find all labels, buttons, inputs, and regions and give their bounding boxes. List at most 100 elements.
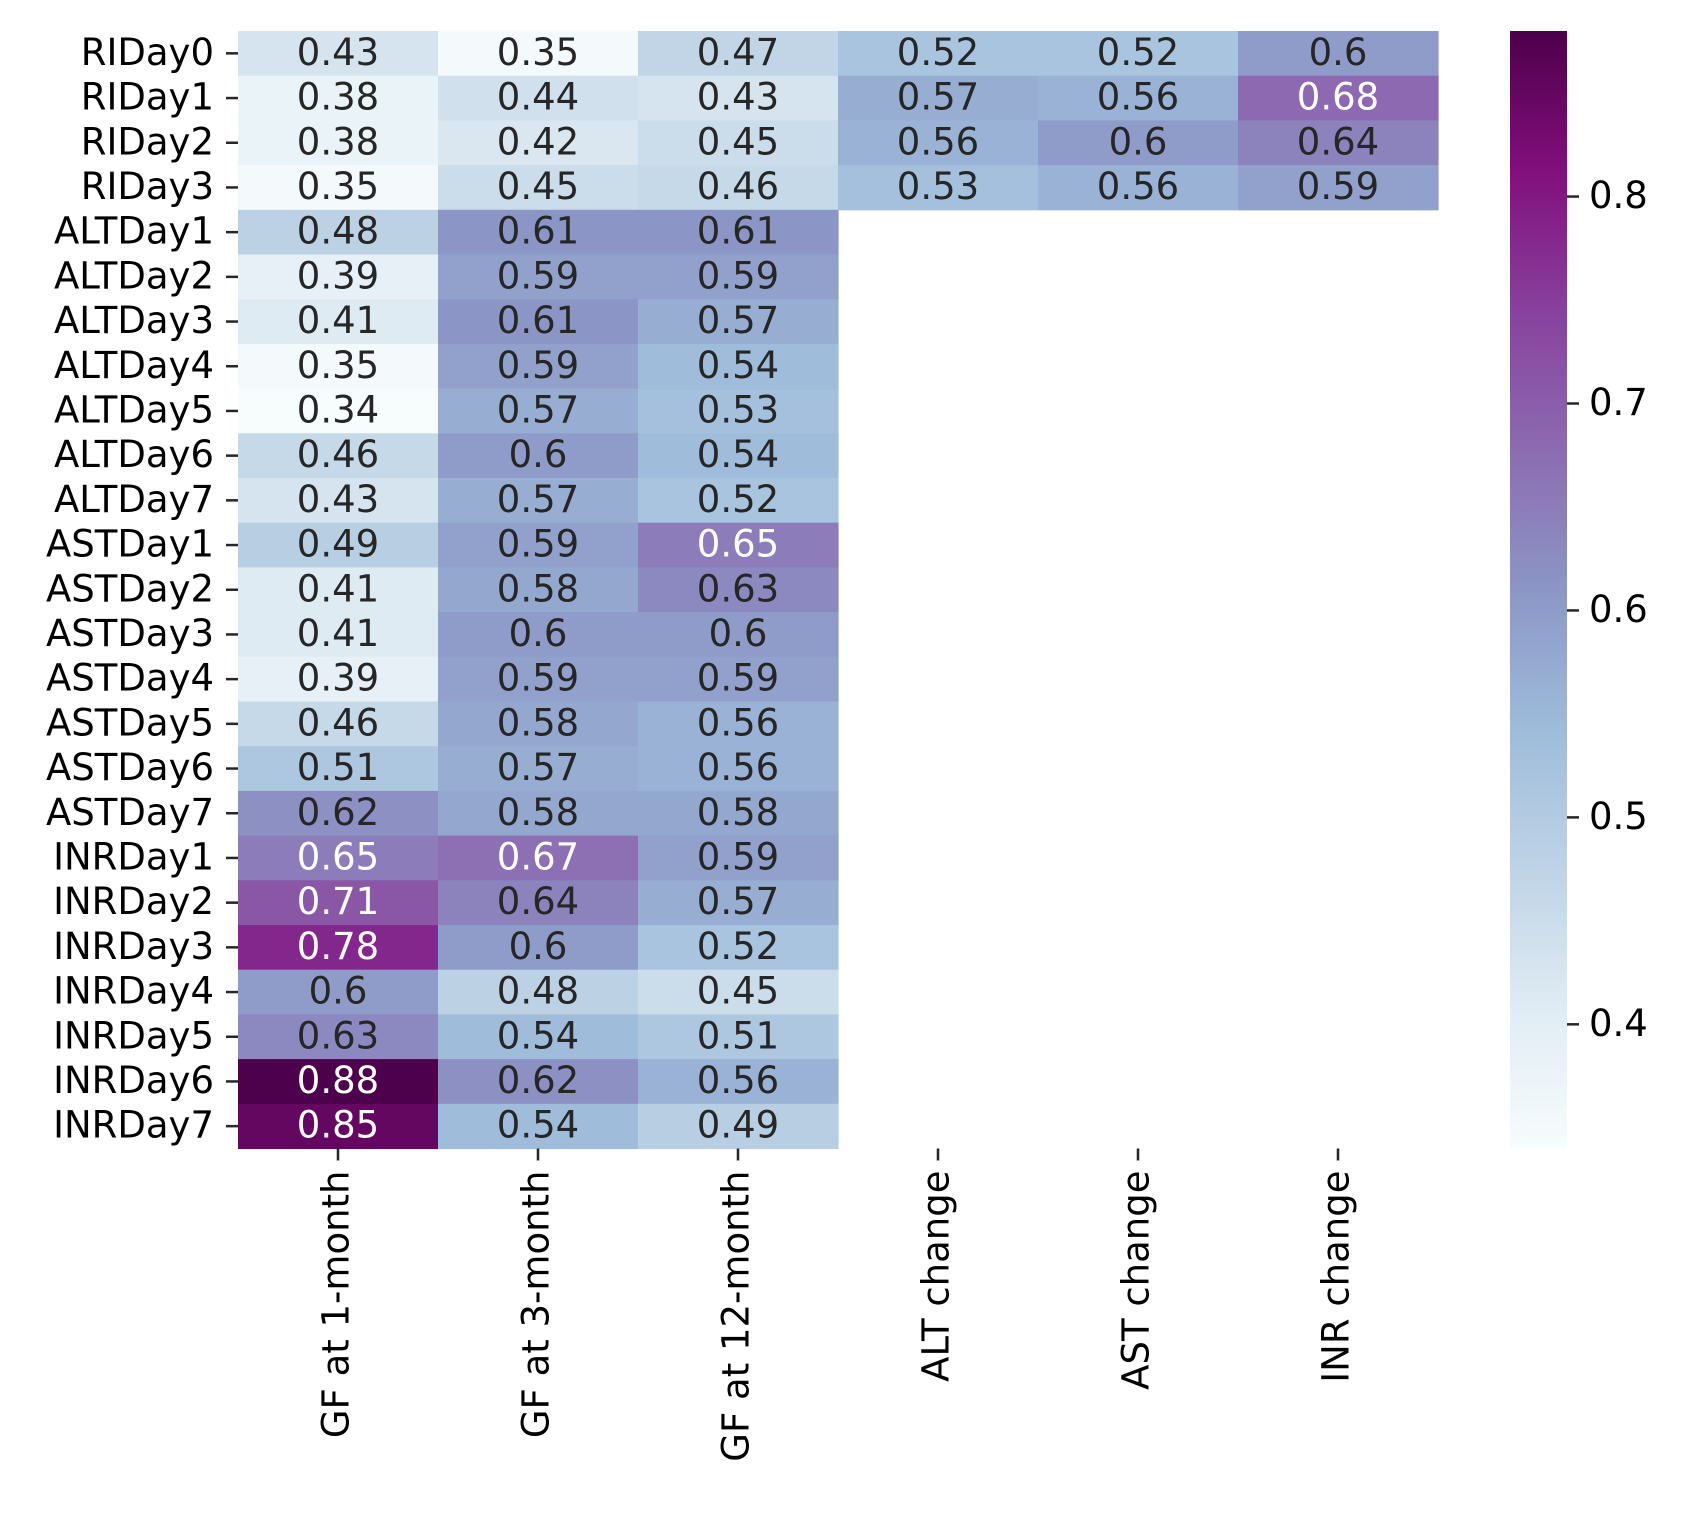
cell-value-label: 0.54 (497, 1014, 579, 1057)
y-tick-label: RIDay2 (81, 120, 214, 163)
cell-value-label: 0.46 (297, 433, 379, 476)
heatmap-cell (238, 835, 439, 881)
cell-value-label: 0.58 (497, 791, 579, 834)
heatmap-cell (1038, 165, 1239, 211)
y-tick-label: ALTDay6 (54, 433, 214, 476)
colorbar: 0.4 0.5 0.6 0.7 0.8 (1510, 31, 1648, 1149)
y-tick-label: RIDay1 (81, 76, 214, 119)
heatmap-cell (638, 254, 839, 300)
heatmap-cell (1238, 165, 1439, 211)
heatmap-cell (438, 1103, 639, 1150)
y-tick-label: ALTDay5 (54, 388, 214, 431)
heatmap-cell (238, 75, 439, 121)
y-tick-label: INRDay1 (53, 835, 214, 878)
y-tick-label: ASTDay2 (46, 567, 214, 610)
cell-value-label: 0.6 (709, 612, 768, 655)
heatmap-cell (238, 790, 439, 837)
heatmap-cell (438, 165, 639, 211)
heatmap-cell (438, 478, 639, 524)
heatmap-cell (238, 1059, 439, 1105)
heatmap-cell (238, 343, 439, 390)
cell-value-label: 0.41 (297, 612, 379, 655)
cell-value-label: 0.68 (1297, 76, 1379, 119)
heatmap-cell (438, 746, 639, 792)
cell-value-label: 0.6 (1309, 31, 1368, 74)
y-tick-label: ASTDay6 (46, 746, 214, 789)
heatmap-cell (838, 165, 1039, 211)
cell-value-label: 0.59 (497, 657, 579, 700)
heatmap-cell (238, 209, 439, 256)
cell-value-label: 0.63 (297, 1014, 379, 1057)
cell-value-label: 0.41 (297, 567, 379, 610)
y-tick-label: RIDay0 (81, 31, 214, 74)
heatmap-cell (638, 925, 839, 971)
y-tick-label: ASTDay4 (46, 657, 214, 700)
heatmap-cell (438, 567, 639, 613)
heatmap-cell (1038, 31, 1239, 77)
heatmap-cell (438, 388, 639, 434)
heatmap-cell (838, 75, 1039, 121)
heatmap-cells (238, 31, 1439, 1150)
cell-value-label: 0.38 (297, 76, 379, 119)
heatmap-cell (438, 925, 639, 971)
heatmap-cell (238, 969, 439, 1015)
cell-value-label: 0.51 (297, 746, 379, 789)
cell-value-label: 0.6 (1109, 120, 1168, 163)
x-tick-label: GF at 12-month (715, 1171, 758, 1462)
y-tick-label: INRDay4 (53, 970, 214, 1013)
cell-value-label: 0.57 (497, 478, 579, 521)
cell-value-label: 0.57 (697, 880, 779, 923)
heatmap-cell (438, 120, 639, 166)
cell-value-label: 0.6 (509, 925, 568, 968)
cell-value-label: 0.57 (497, 746, 579, 789)
cell-value-label: 0.53 (697, 388, 779, 431)
x-tick-label: ALT change (915, 1171, 958, 1382)
cell-value-label: 0.59 (697, 657, 779, 700)
cell-value-label: 0.71 (297, 880, 379, 923)
heatmap-cell (638, 969, 839, 1015)
y-tick-label: ALTDay3 (54, 299, 214, 342)
heatmap-cell (1238, 120, 1439, 166)
cell-value-label: 0.59 (697, 254, 779, 297)
heatmap-cell (638, 612, 839, 658)
heatmap-cell (638, 209, 839, 256)
cell-value-label: 0.59 (497, 254, 579, 297)
x-axis: GF at 1-month GF at 3-month GF at 12-month… (315, 1148, 1358, 1462)
heatmap-cell (438, 522, 639, 568)
x-tick-label: INR change (1315, 1171, 1358, 1383)
heatmap-cell (1238, 31, 1439, 77)
heatmap-cell (638, 343, 839, 390)
cell-value-label: 0.35 (297, 344, 379, 387)
cell-value-label: 0.56 (897, 120, 979, 163)
cell-value-label: 0.62 (297, 791, 379, 834)
heatmap-cell (638, 880, 839, 926)
cell-value-label: 0.59 (497, 344, 579, 387)
heatmap-cell (438, 299, 639, 345)
heatmap-cell (238, 478, 439, 524)
cell-value-label: 0.78 (297, 925, 379, 968)
heatmap-cell (638, 1059, 839, 1105)
heatmap-cell (238, 1103, 439, 1150)
cell-value-label: 0.64 (497, 880, 579, 923)
heatmap-cell (438, 1014, 639, 1060)
heatmap-cell (438, 433, 639, 479)
heatmap-cell (638, 567, 839, 613)
cell-value-label: 0.57 (497, 388, 579, 431)
heatmap-cell (438, 701, 639, 747)
heatmap-cell (238, 746, 439, 792)
cell-value-label: 0.54 (497, 1104, 579, 1147)
heatmap-cell (438, 209, 639, 256)
cell-value-label: 0.58 (697, 791, 779, 834)
cell-value-label: 0.43 (697, 76, 779, 119)
heatmap-cell (638, 790, 839, 837)
x-tick-label: AST change (1115, 1171, 1158, 1390)
y-tick-label: INRDay7 (53, 1104, 214, 1147)
cell-value-label: 0.39 (297, 254, 379, 297)
heatmap-cell (638, 165, 839, 211)
colorbar-tick-label: 0.6 (1589, 588, 1648, 631)
y-tick-label: ALTDay2 (54, 254, 214, 297)
heatmap-cell (638, 1014, 839, 1060)
heatmap-cell (838, 120, 1039, 166)
colorbar-tick-label: 0.7 (1589, 381, 1648, 424)
